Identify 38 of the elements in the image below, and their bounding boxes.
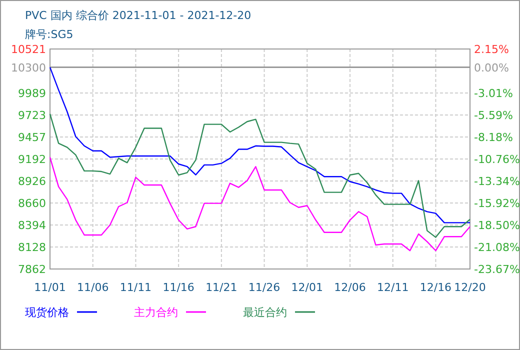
x-tick-label: 11/01 <box>34 281 66 294</box>
y2-tick-label: -15.92% <box>474 196 520 210</box>
x-tick-label: 11/21 <box>206 281 238 294</box>
y-tick-label: 10521 <box>11 43 46 56</box>
y2-tick-label: -8.18% <box>474 131 513 144</box>
y2-tick-label: 2.15% <box>474 43 509 56</box>
legend-label: 现货价格 <box>25 306 69 319</box>
y-tick-label: 9192 <box>18 152 46 166</box>
y2-tick-label: 0.00% <box>474 61 509 74</box>
x-tick-label: 12/16 <box>420 281 452 294</box>
legend-label: 主力合约 <box>134 306 178 319</box>
x-tick-label: 11/26 <box>248 281 280 294</box>
y2-tick-label: -13.34% <box>474 174 520 188</box>
chart-title: PVC 国内 综合价 2021-11-01 - 2021-12-20 <box>25 9 252 22</box>
x-tick-label: 12/20 <box>454 281 486 294</box>
x-tick-label: 11/11 <box>120 281 152 294</box>
y-tick-label: 9989 <box>18 87 46 100</box>
y-tick-label: 8128 <box>18 240 46 254</box>
y-tick-label: 8926 <box>18 174 46 188</box>
y-tick-label: 9723 <box>18 109 46 122</box>
y2-tick-label: -5.59% <box>474 108 513 122</box>
y2-tick-label: -10.76% <box>474 153 520 166</box>
x-tick-label: 12/01 <box>291 281 323 294</box>
x-tick-label: 12/06 <box>334 281 366 294</box>
y-tick-label: 8394 <box>18 218 46 232</box>
y-tick-label: 10300 <box>11 61 46 74</box>
y2-tick-label: -3.01% <box>474 86 513 100</box>
y-tick-label: 9457 <box>18 131 46 144</box>
y-tick-label: 7862 <box>18 263 46 276</box>
x-tick-label: 11/06 <box>77 281 109 294</box>
chart-subtitle: 牌号:SG5 <box>25 28 74 41</box>
legend-label: 最近合约 <box>243 306 287 319</box>
y2-tick-label: -21.08% <box>474 240 520 254</box>
x-tick-label: 11/16 <box>162 281 194 294</box>
y-tick-label: 8660 <box>18 196 46 210</box>
y2-tick-label: -18.50% <box>474 218 520 232</box>
y2-tick-label: -23.67% <box>474 263 520 276</box>
x-tick-label: 12/11 <box>377 281 409 294</box>
